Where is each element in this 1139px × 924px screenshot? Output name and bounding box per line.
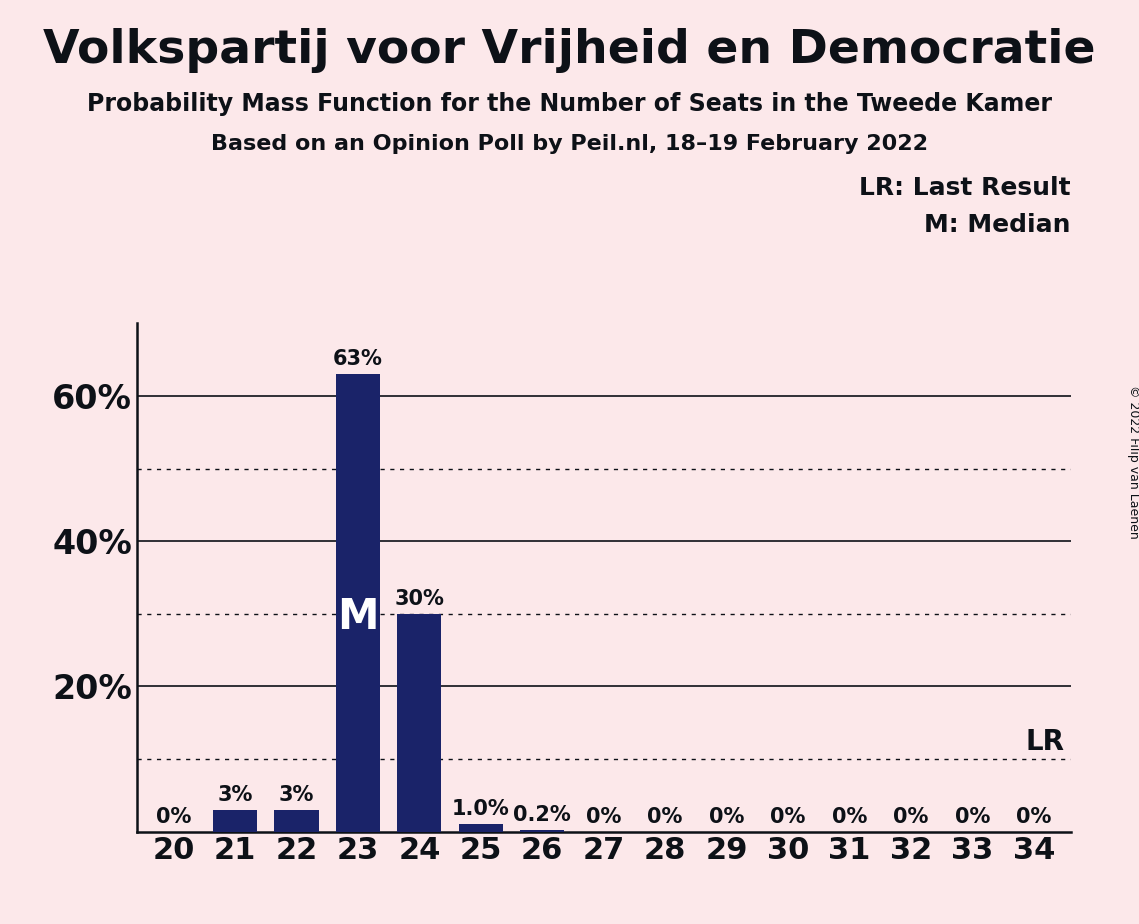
Text: 30%: 30% [394, 589, 444, 609]
Text: LR: Last Result: LR: Last Result [859, 176, 1071, 200]
Text: LR: LR [1025, 728, 1065, 756]
Text: Based on an Opinion Poll by Peil.nl, 18–19 February 2022: Based on an Opinion Poll by Peil.nl, 18–… [211, 134, 928, 154]
Text: M: Median: M: Median [924, 213, 1071, 237]
Bar [521, 830, 564, 832]
Text: 0%: 0% [831, 807, 867, 826]
Text: 0.2%: 0.2% [514, 805, 571, 825]
Text: Volkspartij voor Vrijheid en Democratie: Volkspartij voor Vrijheid en Democratie [43, 28, 1096, 73]
Bar [213, 809, 257, 832]
Text: © 2022 Filip van Laenen: © 2022 Filip van Laenen [1126, 385, 1139, 539]
Bar [274, 809, 319, 832]
Text: 0%: 0% [893, 807, 928, 826]
Bar [336, 374, 380, 832]
Text: 0%: 0% [708, 807, 744, 826]
Text: 0%: 0% [954, 807, 990, 826]
Text: 0%: 0% [770, 807, 805, 826]
Bar [398, 614, 442, 832]
Text: 63%: 63% [333, 349, 383, 369]
Text: 0%: 0% [1016, 807, 1051, 826]
Text: M: M [337, 596, 378, 638]
Bar [459, 824, 503, 832]
Text: Probability Mass Function for the Number of Seats in the Tweede Kamer: Probability Mass Function for the Number… [87, 92, 1052, 116]
Text: 3%: 3% [279, 784, 314, 805]
Text: 3%: 3% [218, 784, 253, 805]
Text: 1.0%: 1.0% [452, 799, 509, 820]
Text: 0%: 0% [156, 807, 191, 826]
Text: 0%: 0% [585, 807, 622, 826]
Text: 0%: 0% [647, 807, 682, 826]
